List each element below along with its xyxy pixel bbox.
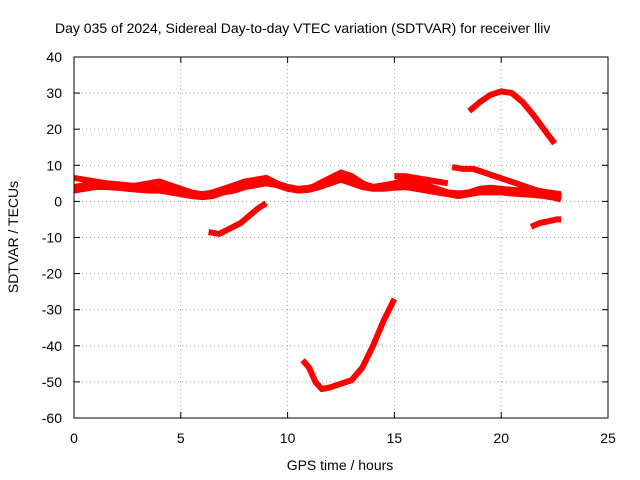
y-tick-label: 30 xyxy=(46,85,62,101)
series-track-7 xyxy=(467,88,558,146)
x-tick-labels: 0 5 10 15 20 25 xyxy=(70,430,616,446)
y-tick-label: -40 xyxy=(42,338,62,354)
series-track-8 xyxy=(529,216,561,230)
x-tick-label: 15 xyxy=(387,430,403,446)
x-tick-label: 20 xyxy=(493,430,509,446)
y-tick-label: -10 xyxy=(42,230,62,246)
y-tick-label: -30 xyxy=(42,302,62,318)
series-track-9 xyxy=(300,297,398,393)
y-tick-label: -60 xyxy=(42,410,62,426)
y-tick-label: 10 xyxy=(46,157,62,173)
x-tick-label: 10 xyxy=(280,430,296,446)
series-track-3 xyxy=(73,176,562,203)
ticks xyxy=(73,56,609,419)
series-track-2 xyxy=(73,169,562,199)
y-tick-label: 0 xyxy=(54,193,62,209)
x-axis-title: GPS time / hours xyxy=(287,457,394,473)
x-tick-label: 5 xyxy=(177,430,185,446)
y-tick-label: -50 xyxy=(42,374,62,390)
y-tick-label: 40 xyxy=(46,49,62,65)
y-axis-title: SDTVAR / TECUs xyxy=(5,181,21,293)
y-tick-label: -20 xyxy=(42,266,62,282)
x-tick-label: 0 xyxy=(70,430,78,446)
series-track-4 xyxy=(208,200,268,237)
y-tick-label: 20 xyxy=(46,121,62,137)
x-tick-label: 25 xyxy=(600,430,616,446)
series-track-5 xyxy=(394,173,449,187)
series-group xyxy=(73,88,562,393)
chart-title: Day 035 of 2024, Sidereal Day-to-day VTE… xyxy=(55,20,550,36)
y-tick-labels: -60 -50 -40 -30 -20 -10 0 10 20 30 40 xyxy=(42,49,62,426)
grid xyxy=(74,57,608,418)
series-track-6 xyxy=(451,164,562,198)
